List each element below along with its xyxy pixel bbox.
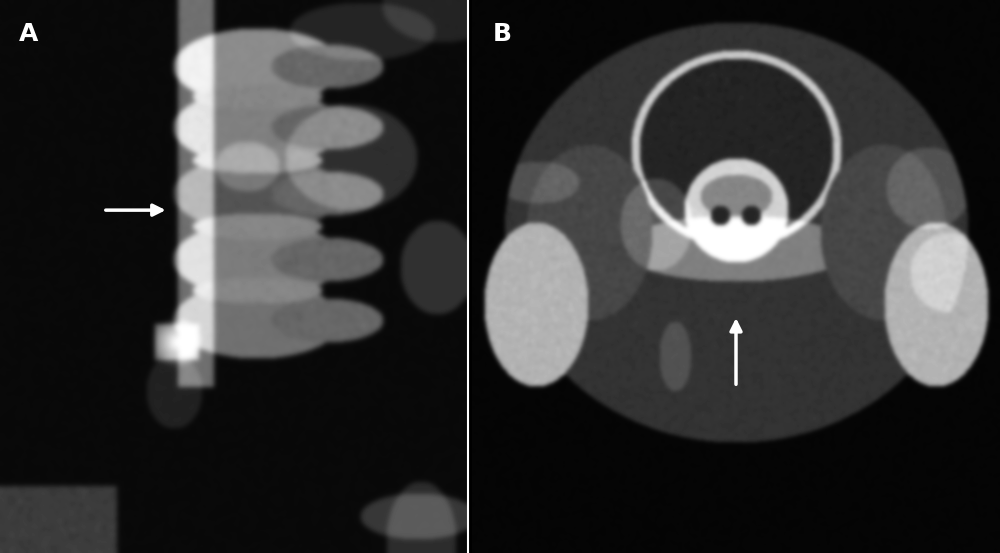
Text: A: A	[19, 22, 38, 46]
Text: B: B	[493, 22, 512, 46]
